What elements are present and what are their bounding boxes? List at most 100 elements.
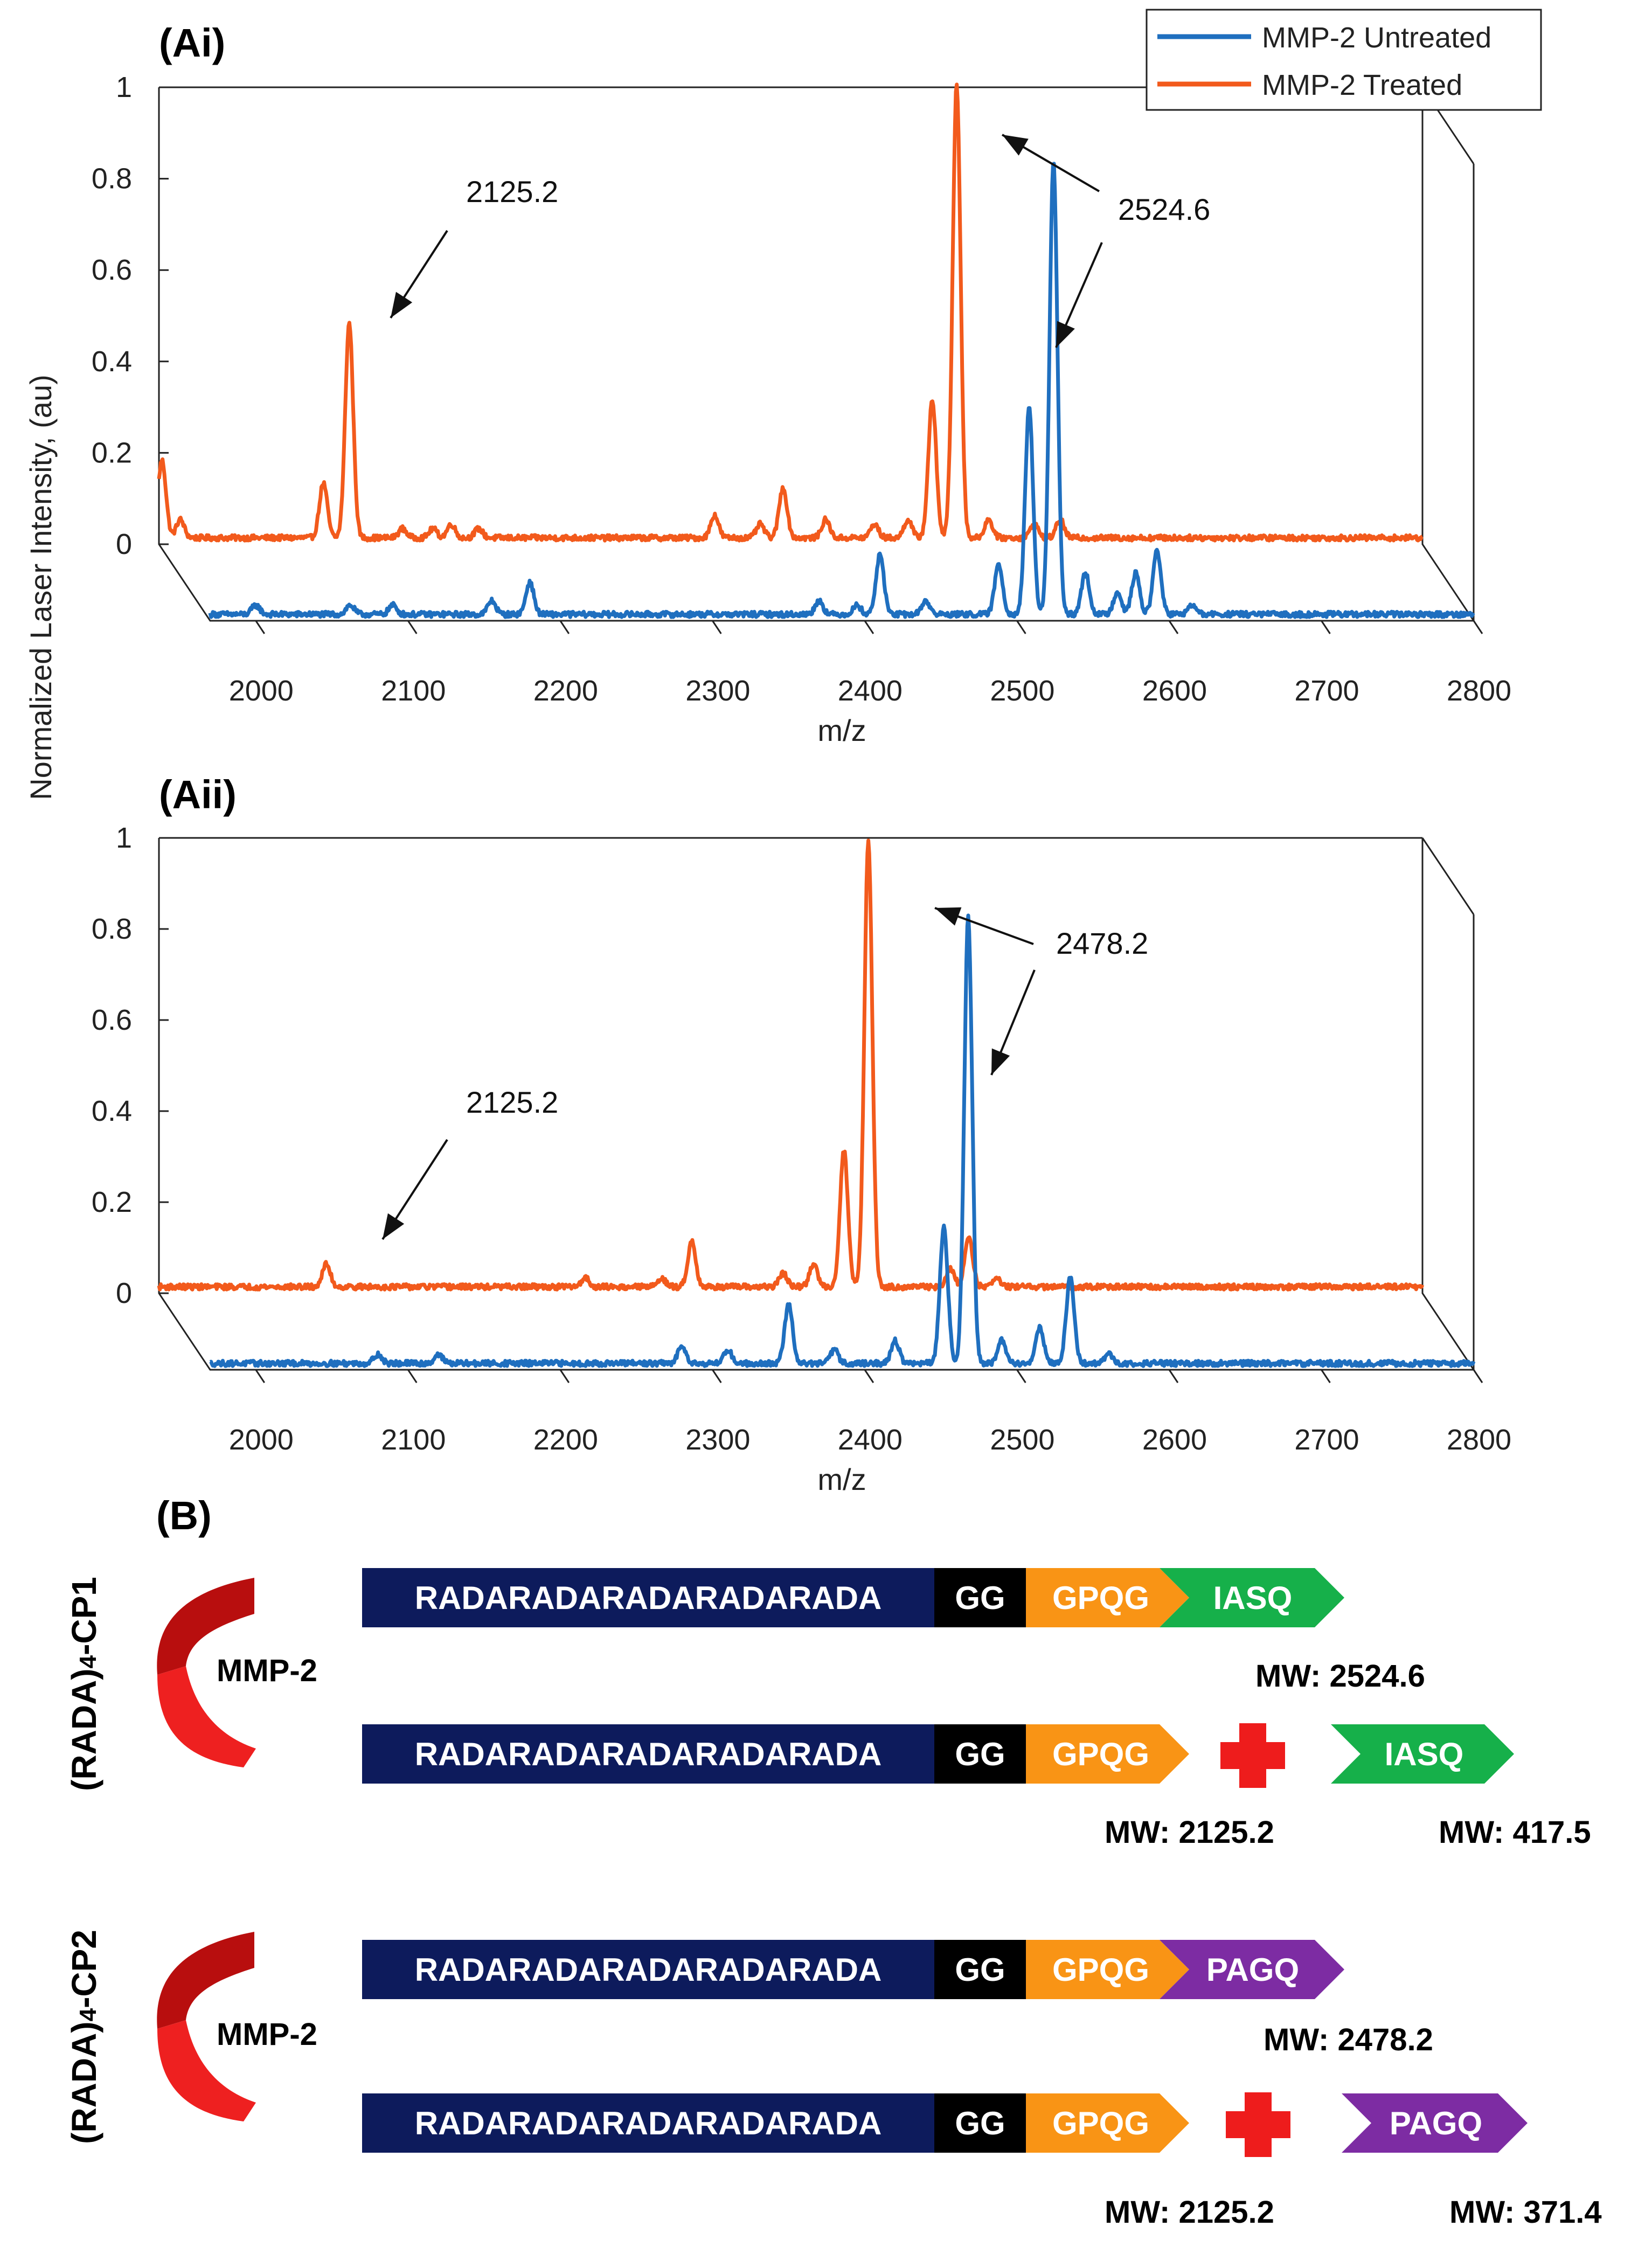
x-tick-label: 2200	[533, 675, 598, 707]
peak-annotation: 2125.2	[466, 175, 558, 209]
x-tick-label: 2700	[1294, 675, 1359, 707]
mmp2-scissor-icon	[157, 1578, 256, 1767]
legend-box	[1146, 9, 1542, 111]
y-tick-label: 0.8	[92, 913, 132, 945]
x-tick-label: 2200	[533, 1424, 598, 1456]
x-tick-label: 2600	[1142, 675, 1207, 707]
panel-aii-traces	[157, 838, 1476, 1368]
panel-ai-annotations: 2125.2 2524.6	[390, 134, 1210, 348]
y-tick-label: 1	[116, 71, 132, 103]
group-cp1: (RADA)4-CP1 MMP-2 RADARADARADARADARADA G…	[65, 1568, 1591, 1850]
frag-rada-text: RADARADARADARADARADA	[415, 1736, 882, 1772]
x-tick-label: 2500	[990, 1424, 1054, 1456]
x-tick	[407, 620, 418, 634]
frag-pagq	[1342, 2093, 1528, 2153]
y-axis-label: Normalized Laser Intensity, (au)	[24, 374, 58, 800]
x-tick-label: 2300	[685, 675, 750, 707]
seg-gpqg	[1026, 1568, 1189, 1627]
annotation-arrow-head	[991, 1048, 1010, 1075]
x-tick	[864, 1369, 874, 1383]
side-label-cp1-pre: (RADA)	[65, 1668, 103, 1791]
x-tick-label: 2600	[1142, 1424, 1207, 1456]
x-tick-label: 2500	[990, 675, 1054, 707]
x-tick-label: 2700	[1294, 1424, 1359, 1456]
seg-rada-text: RADARADARADARADARADA	[415, 1580, 882, 1616]
x-tick-label: 2400	[838, 675, 903, 707]
side-label-cp1-sub: 4	[75, 1655, 101, 1668]
panel-ai: (Ai) 0 0.2 0.4 0.6 0.8 1 2000 2100 2200 2300 2400 2…	[92, 9, 1542, 747]
seg-gg	[934, 1568, 1026, 1627]
mw-full-cp1: MW: 2524.6	[1255, 1659, 1425, 1694]
side-label-cp1-post: -CP1	[65, 1577, 103, 1655]
peptide-fragment-cp1: RADARADARADARADARADA GG GPQG IASQ	[362, 1723, 1514, 1788]
y-tick-label: 0.4	[92, 345, 132, 378]
x-axis-label: m/z	[817, 1462, 866, 1496]
seg-gg-text: GG	[955, 1580, 1005, 1616]
mw-right-cp1: MW: 417.5	[1439, 1815, 1591, 1850]
panel-aii-label: (Aii)	[159, 772, 237, 817]
x-tick	[1321, 1369, 1331, 1383]
x-tick	[712, 1369, 722, 1383]
y-tick-label: 0	[116, 1277, 132, 1309]
panel-b: (B) (RADA)4-CP1 MMP-2 RADARADARADARADARA…	[65, 1493, 1602, 2230]
x-tick	[864, 620, 874, 634]
x-tick	[1321, 620, 1331, 634]
frag-pagq-text: PAGQ	[1390, 2105, 1482, 2141]
annotation-arrow-head	[935, 907, 962, 926]
treated-trace	[157, 838, 1425, 1292]
y-tick-label: 0.6	[92, 254, 132, 286]
annotation-arrow-head	[391, 292, 413, 318]
peak-annotation: 2478.2	[1056, 926, 1148, 960]
peptide-full-cp2: RADARADARADARADARADA GG GPQG PAGQ	[362, 1940, 1344, 1999]
group-cp2: (RADA)4-CP2 MMP-2 RADARADARADARADARADA G…	[65, 1930, 1602, 2230]
frag-gpqg-text: GPQG	[1052, 1736, 1149, 1772]
x-tick-label: 2400	[838, 1424, 903, 1456]
x-tick-label: 2800	[1447, 1424, 1511, 1456]
frag-iasq-text: IASQ	[1385, 1736, 1464, 1772]
side-label-cp2-post: -CP2	[65, 1930, 103, 2008]
x-tick	[1473, 1369, 1483, 1383]
x-tick	[1016, 1369, 1026, 1383]
plus-icon	[1220, 1723, 1285, 1788]
panel-b-label: (B)	[156, 1493, 212, 1538]
y-tick-label: 0.2	[92, 1186, 132, 1218]
side-label-cp2-pre: (RADA)	[65, 2021, 103, 2144]
x-tick-label: 2100	[381, 1424, 446, 1456]
x-tick	[1168, 620, 1179, 634]
legend: MMP-2 Untreated MMP-2 Treated	[1146, 9, 1542, 111]
y-tick-label: 1	[116, 822, 132, 854]
y-tick-label: 0.8	[92, 163, 132, 195]
panel-ai-label: (Ai)	[159, 20, 225, 65]
x-tick	[1168, 1369, 1179, 1383]
frag-gg	[934, 2093, 1026, 2153]
annotation-arrow-head	[1002, 135, 1029, 156]
frag-iasq	[1331, 1724, 1514, 1784]
x-axis-label: m/z	[817, 713, 866, 747]
y-tick-label: 0.4	[92, 1095, 132, 1127]
legend-label-untreated: MMP-2 Untreated	[1262, 22, 1491, 54]
mw-full-cp2: MW: 2478.2	[1264, 2022, 1433, 2057]
mmp2-scissor-icon	[157, 1932, 256, 2121]
seg-pagq-text: PAGQ	[1206, 1952, 1299, 1988]
mw-right-cp2: MW: 371.4	[1449, 2195, 1602, 2230]
x-tick	[559, 1369, 570, 1383]
seg-gpqg	[1026, 1940, 1189, 1999]
seg-iasq-text: IASQ	[1213, 1580, 1293, 1616]
y-tick-label: 0.6	[92, 1004, 132, 1036]
seg-pagq	[1160, 1940, 1344, 1999]
legend-label-treated: MMP-2 Treated	[1262, 69, 1462, 101]
seg-gpqg-text: GPQG	[1052, 1580, 1149, 1616]
frag-gg-text: GG	[955, 2105, 1005, 2141]
frag-rada	[362, 1724, 934, 1784]
x-tick	[255, 620, 266, 634]
peak-annotation: 2524.6	[1118, 192, 1210, 226]
seg-rada	[362, 1568, 934, 1627]
peak-annotation: 2125.2	[466, 1085, 558, 1119]
annotation-arrow-head	[1056, 321, 1075, 348]
x-tick-label: 2800	[1447, 675, 1511, 707]
seg-gg-text: GG	[955, 1952, 1005, 1988]
frag-gg	[934, 1724, 1026, 1784]
x-tick-label: 2000	[229, 675, 294, 707]
seg-iasq	[1160, 1568, 1344, 1627]
